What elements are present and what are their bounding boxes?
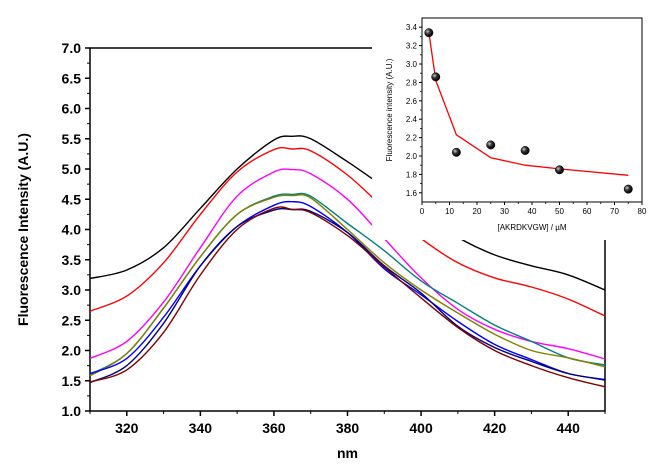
main-y-tick-label: 2.0 xyxy=(62,343,82,359)
inset-x-tick-label: 40 xyxy=(528,207,537,216)
inset-x-tick-label: 20 xyxy=(473,207,482,216)
inset-y-tick-label: 3.4 xyxy=(406,23,418,32)
inset-data-point xyxy=(520,146,530,155)
main-y-tick-label: 4.0 xyxy=(62,222,82,238)
inset-x-tick-label: 70 xyxy=(610,207,619,216)
inset-y-tick-label: 2.4 xyxy=(406,115,418,124)
spectrum-line-3 xyxy=(89,168,606,360)
main-y-tick-label: 4.5 xyxy=(62,191,82,207)
inset-y-axis-title: Fluorescence intensity (A.U.) xyxy=(385,58,394,161)
main-series-group xyxy=(89,135,606,388)
spectrum-line-8 xyxy=(89,206,606,388)
inset-x-tick-label: 80 xyxy=(638,207,647,216)
inset-x-axis: 0 10 20 30 40 50 60 70 80 xyxy=(420,202,647,216)
inset-data-point xyxy=(431,72,441,82)
spectrum-line-2 xyxy=(89,146,606,317)
main-y-tick-label: 1.5 xyxy=(62,373,82,389)
main-x-tick-label: 400 xyxy=(409,420,433,436)
inset-x-tick-label: 50 xyxy=(555,207,564,216)
inset-y-tick-label: 2.2 xyxy=(406,134,418,143)
inset-y-tick-label: 2.0 xyxy=(406,152,418,161)
inset-y-tick-label: 3.0 xyxy=(406,60,418,69)
main-x-tick-label: 380 xyxy=(336,420,360,436)
main-x-axis-title: nm xyxy=(337,445,358,461)
spectrum-line-5 xyxy=(89,194,606,377)
inset-background xyxy=(372,8,646,240)
main-y-axis: 1.0 1.5 2.0 2.5 3.0 3.5 4.0 4.5 5.0 5.5 6.0 6.5 7.0 xyxy=(62,40,90,419)
inset-data-point xyxy=(486,140,496,150)
main-chart: 320 340 360 380 400 420 440 1.01.52.02.53.03.5… xyxy=(15,40,606,461)
inset-data-point xyxy=(424,28,434,38)
main-y-tick-label: 3.0 xyxy=(62,282,82,298)
main-y-tick-label: 5.5 xyxy=(62,131,82,147)
main-x-tick-label: 360 xyxy=(262,420,286,436)
inset-y-tick-label: 2.8 xyxy=(406,78,418,87)
inset-y-tick-label: 1.6 xyxy=(406,189,418,198)
inset-data-point xyxy=(623,184,633,194)
inset-x-tick-label: 10 xyxy=(445,207,454,216)
main-y-tick-label: 1.0 xyxy=(62,403,82,419)
main-y-tick-label: 2.5 xyxy=(62,312,82,328)
main-y-axis-title: Fluorescence Intensity (A.U.) xyxy=(15,133,31,326)
inset-series-group xyxy=(424,28,633,194)
spectrum-line-7 xyxy=(89,207,606,384)
main-x-tick-label: 340 xyxy=(189,420,213,436)
main-y-tick-label: 5.0 xyxy=(62,161,82,177)
main-x-tick-label: 320 xyxy=(115,420,139,436)
inset-data-point xyxy=(451,147,461,157)
inset-y-axis: 1.6 1.8 2.0 2.2 2.4 2.6 2.8 3.0 3.2 3.4 xyxy=(406,23,422,198)
main-y-tick-label: 6.5 xyxy=(62,70,82,86)
inset-data-point xyxy=(555,165,564,175)
spectrum-line-6 xyxy=(89,200,606,381)
inset-chart: 0 10 20 30 40 50 60 70 80 1.6 1.8 2.0 2.2 2.4 2.6 2.8 3… xyxy=(372,8,647,240)
inset-y-tick-label: 3.2 xyxy=(406,42,418,51)
main-x-tick-label: 420 xyxy=(483,420,507,436)
main-y-tick-label: 6.0 xyxy=(62,101,82,117)
inset-y-tick-label: 2.6 xyxy=(406,97,418,106)
main-x-axis: 320 340 360 380 400 420 440 xyxy=(89,411,606,436)
inset-x-axis-title: [AKRDKVGW] / µM xyxy=(497,223,566,232)
main-y-tick-label: 7.0 xyxy=(62,40,82,56)
main-y-tick-label: 3.5 xyxy=(62,252,82,268)
inset-x-tick-label: 30 xyxy=(500,207,509,216)
spectrum-line-1 xyxy=(89,135,606,291)
inset-x-tick-label: 0 xyxy=(420,207,425,216)
inset-x-tick-label: 60 xyxy=(583,207,592,216)
main-x-tick-label: 440 xyxy=(557,420,581,436)
inset-y-tick-label: 1.8 xyxy=(406,170,418,179)
